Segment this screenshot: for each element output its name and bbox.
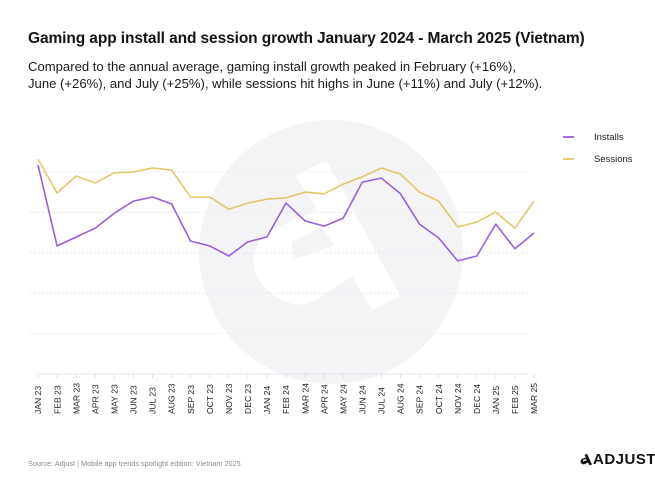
- x-tick-label: JUN 24: [358, 385, 368, 414]
- x-tick-label: JAN 24: [262, 386, 272, 414]
- legend: Installs Sessions: [563, 126, 633, 170]
- x-tick-label: MAY 23: [110, 384, 120, 414]
- x-tick-label: JAN 23: [33, 386, 43, 414]
- x-tick-label: OCT 24: [434, 384, 444, 414]
- x-tick-label: MAR 24: [300, 383, 310, 414]
- source-note: Source: Adjust | Mobile app trends spotl…: [28, 459, 241, 468]
- chart-title: Gaming app install and session growth Ja…: [28, 30, 585, 47]
- x-tick-label: MAR 25: [529, 383, 539, 414]
- x-tick-label: JUN 23: [129, 385, 139, 414]
- legend-swatch-installs: [563, 136, 574, 138]
- x-tick-label: SEP 23: [186, 385, 196, 414]
- subtitle-line-1: Compared to the annual average, gaming i…: [28, 59, 517, 74]
- brand-logo-text: ADJUST: [593, 451, 655, 468]
- x-tick-label: APR 23: [90, 384, 100, 414]
- x-tick-label: FEB 23: [52, 385, 62, 414]
- x-tick-label: SEP 24: [415, 385, 425, 414]
- legend-label-sessions: Sessions: [594, 153, 633, 165]
- subtitle-line-2: June (+26%), and July (+25%), while sess…: [28, 76, 543, 91]
- x-tick-label: APR 24: [319, 384, 329, 414]
- x-tick-labels: JAN 23 FEB 23 MAR 23 APR 23 MAY 23 JUN 23 JUL …: [33, 383, 539, 414]
- x-axis: [37, 373, 535, 378]
- x-tick-label: JUL 24: [377, 387, 387, 414]
- x-tick-label: MAY 24: [338, 384, 348, 414]
- legend-swatch-sessions: [563, 158, 574, 160]
- series-line-installs: [37, 164, 535, 262]
- x-tick-label: JUL 23: [148, 387, 158, 414]
- legend-item-installs[interactable]: Installs: [563, 126, 633, 148]
- x-tick-label: NOV 23: [224, 383, 234, 414]
- chart-subtitle: Compared to the annual average, gaming i…: [28, 58, 638, 92]
- series-line-sessions: [37, 158, 535, 229]
- legend-item-sessions[interactable]: Sessions: [563, 148, 633, 170]
- watermark-logo-icon: [199, 120, 463, 384]
- legend-label-installs: Installs: [594, 131, 624, 143]
- x-tick-label: DEC 23: [243, 384, 253, 414]
- x-tick-label: AUG 24: [396, 383, 406, 414]
- x-tick-label: JAN 25: [491, 386, 501, 414]
- x-tick-label: MAR 23: [71, 383, 81, 414]
- x-tick-label: FEB 24: [281, 385, 291, 414]
- x-tick-label: DEC 24: [472, 384, 482, 414]
- series-lines: [37, 158, 535, 262]
- adjust-logo-icon: [580, 453, 592, 466]
- x-tick-label: AUG 23: [167, 383, 177, 414]
- x-tick-label: NOV 24: [453, 383, 463, 414]
- x-tick-label: FEB 25: [510, 385, 520, 414]
- x-tick-label: OCT 23: [205, 384, 215, 414]
- watermark-glyph: [253, 160, 400, 310]
